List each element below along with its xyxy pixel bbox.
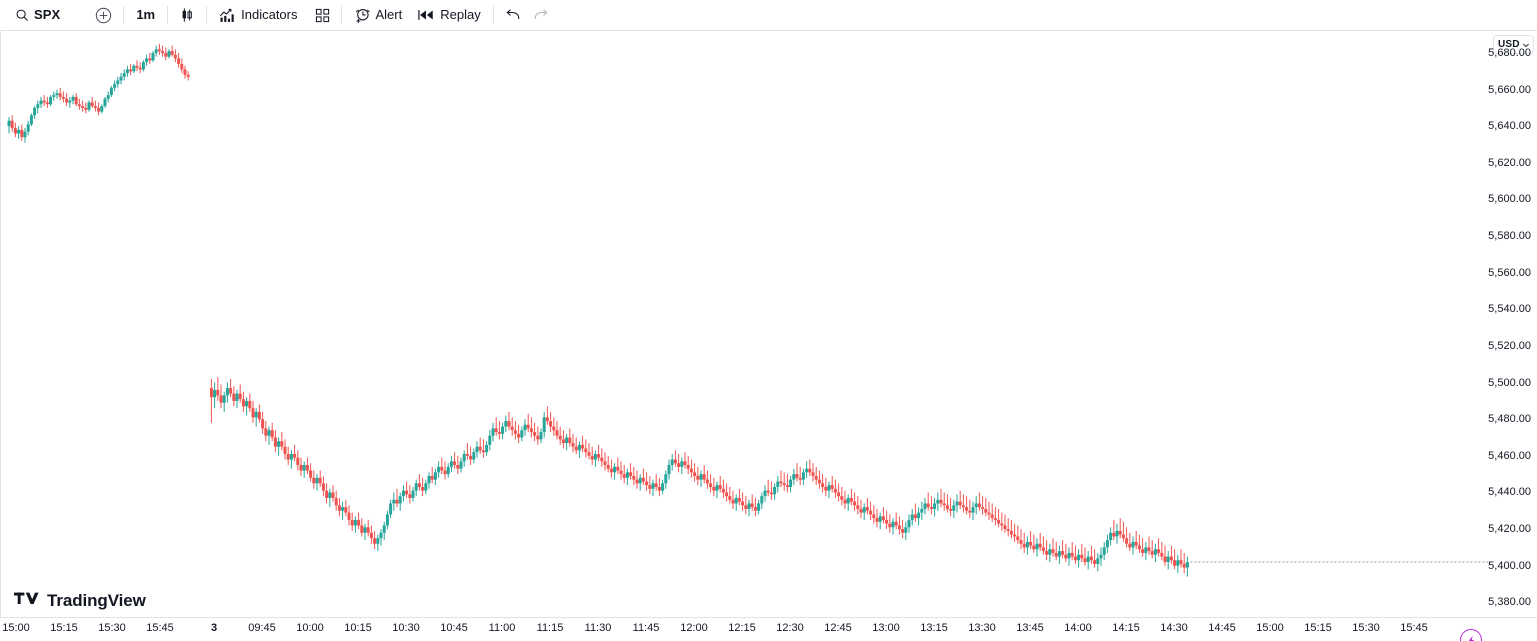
toolbar-divider-5 xyxy=(492,6,494,24)
top-toolbar: SPX 1m xyxy=(0,0,1537,31)
chart-area: USD 5,680.00 5,660.00 5,640.00 5,620.00 5,60… xyxy=(0,31,1537,641)
lightning-bolt-icon xyxy=(1466,635,1477,641)
undo-arrow-icon xyxy=(505,8,521,22)
time-tick: 13:15 xyxy=(920,622,948,634)
tradingview-logo-text: TradingView xyxy=(47,591,146,610)
time-tick: 11:00 xyxy=(488,622,516,634)
price-tick: 5,420.00 xyxy=(1488,523,1531,536)
toolbar-divider-3 xyxy=(206,6,208,24)
time-tick: 13:45 xyxy=(1016,622,1044,634)
price-tick: 5,520.00 xyxy=(1488,339,1531,352)
time-tick: 15:00 xyxy=(1256,622,1284,634)
price-tick: 5,460.00 xyxy=(1488,449,1531,462)
replay-label: Replay xyxy=(440,7,481,22)
time-tick: 13:30 xyxy=(968,622,996,634)
price-tick: 5,660.00 xyxy=(1488,83,1531,96)
price-tick: 5,680.00 xyxy=(1488,46,1531,59)
indicators-button[interactable]: Indicators xyxy=(212,2,304,28)
price-tick: 5,540.00 xyxy=(1488,303,1531,316)
symbol-search-button[interactable]: SPX xyxy=(8,2,67,28)
price-tick: 5,580.00 xyxy=(1488,230,1531,243)
candlestick-series xyxy=(7,43,1489,577)
time-tick: 12:15 xyxy=(728,622,756,634)
add-symbol-button[interactable] xyxy=(89,2,118,28)
candlestick-icon xyxy=(179,7,195,23)
search-icon xyxy=(15,8,29,22)
templates-button[interactable] xyxy=(309,2,336,28)
time-tick: 11:45 xyxy=(632,622,660,634)
tradingview-logo: TradingView xyxy=(14,591,146,611)
price-tick: 5,640.00 xyxy=(1488,120,1531,133)
time-tick: 10:15 xyxy=(344,622,372,634)
redo-button[interactable] xyxy=(527,2,555,28)
time-tick: 14:00 xyxy=(1064,622,1092,634)
price-tick: 5,380.00 xyxy=(1488,596,1531,609)
tradingview-logo-icon xyxy=(14,591,40,611)
price-tick: 5,400.00 xyxy=(1488,559,1531,572)
replay-button[interactable]: Replay xyxy=(411,2,487,28)
time-tick: 14:45 xyxy=(1208,622,1236,634)
time-scale[interactable]: 15:00 15:15 15:30 15:45 3 09:45 10:00 10:15 10:3… xyxy=(0,617,1537,641)
chevron-down-icon xyxy=(1522,41,1530,49)
symbol-label: SPX xyxy=(34,7,61,22)
time-tick: 15:30 xyxy=(98,622,126,634)
time-tick: 15:00 xyxy=(2,622,30,634)
time-tick: 15:45 xyxy=(146,622,174,634)
time-tick: 11:30 xyxy=(584,622,612,634)
currency-selector[interactable]: USD xyxy=(1493,35,1534,54)
price-tick: 5,560.00 xyxy=(1488,266,1531,279)
time-tick: 10:30 xyxy=(392,622,420,634)
time-tick: 09:45 xyxy=(248,622,276,634)
rewind-icon xyxy=(418,8,435,22)
time-tick: 15:15 xyxy=(1304,622,1332,634)
price-tick: 5,600.00 xyxy=(1488,193,1531,206)
undo-button[interactable] xyxy=(499,2,527,28)
time-tick: 14:30 xyxy=(1160,622,1188,634)
price-tick: 5,440.00 xyxy=(1488,486,1531,499)
time-tick: 10:45 xyxy=(440,622,468,634)
time-tick: 3 xyxy=(210,622,218,634)
toolbar-divider-2 xyxy=(167,6,169,24)
time-tick: 12:30 xyxy=(776,622,804,634)
alarm-clock-plus-icon xyxy=(354,7,371,24)
time-tick: 12:00 xyxy=(680,622,708,634)
chart-pane[interactable] xyxy=(0,31,1489,617)
toolbar-divider-4 xyxy=(340,6,342,24)
time-tick: 15:30 xyxy=(1352,622,1380,634)
timeframe-button[interactable]: 1m xyxy=(129,2,162,28)
alert-label: Alert xyxy=(375,7,403,22)
time-tick: 10:00 xyxy=(296,622,324,634)
time-tick: 14:15 xyxy=(1112,622,1140,634)
plus-circle-icon xyxy=(95,7,112,24)
chart-style-button[interactable] xyxy=(173,2,201,28)
toolbar-divider-1 xyxy=(123,6,125,24)
indicators-label: Indicators xyxy=(241,7,298,22)
time-tick: 12:45 xyxy=(824,622,852,634)
redo-arrow-icon xyxy=(533,8,549,22)
price-tick: 5,620.00 xyxy=(1488,156,1531,169)
time-tick: 13:00 xyxy=(872,622,900,634)
time-tick: 15:45 xyxy=(1400,622,1428,634)
timeframe-label: 1m xyxy=(136,7,156,22)
grid-squares-icon xyxy=(315,8,330,23)
alert-button[interactable]: Alert xyxy=(347,2,410,28)
indicators-chart-icon xyxy=(219,7,236,24)
price-scale[interactable]: USD 5,680.00 5,660.00 5,640.00 5,620.00 5,60… xyxy=(1488,31,1537,617)
currency-label: USD xyxy=(1498,39,1520,50)
price-tick: 5,500.00 xyxy=(1488,376,1531,389)
price-tick: 5,480.00 xyxy=(1488,413,1531,426)
time-tick: 15:15 xyxy=(50,622,78,634)
time-tick: 11:15 xyxy=(536,622,564,634)
